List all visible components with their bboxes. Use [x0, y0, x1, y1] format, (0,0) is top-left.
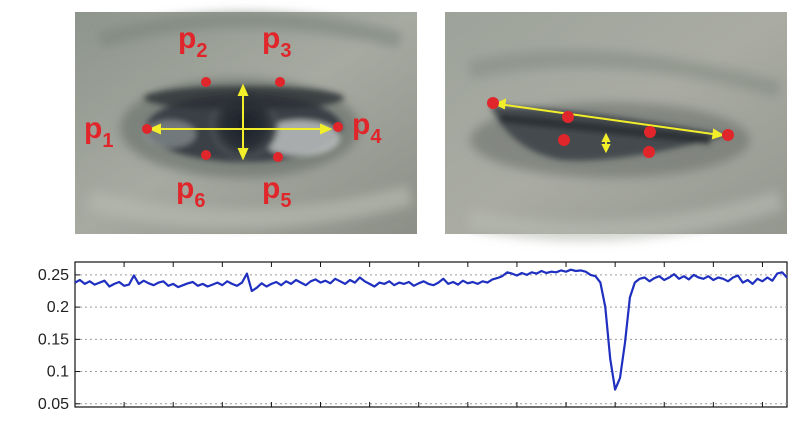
open-eye-landmarks: [142, 77, 343, 162]
landmark-p3: [275, 77, 285, 87]
y-tick-label: 0.05: [38, 396, 69, 413]
landmark-p4: [333, 122, 343, 132]
open-eye-yellow-arrows: [148, 83, 333, 161]
y-tick-label: 0.1: [47, 364, 69, 381]
label-p6: p6: [176, 172, 205, 212]
open-eye-panel: p1 p2 p3 p4 p5 p6: [75, 12, 417, 234]
label-p1: p1: [84, 112, 113, 152]
y-tick-label: 0.25: [38, 267, 69, 284]
ear-series-line: [74, 268, 788, 391]
landmark-p2: [201, 77, 211, 87]
ear-line-chart: 0.25 0.2 0.15 0.1 0.05: [38, 261, 788, 413]
label-p4: p4: [352, 108, 382, 148]
closed-eye-panel: [445, 12, 787, 242]
plot-frame: [74, 261, 788, 408]
y-tick-label: 0.15: [38, 331, 69, 348]
landmark-p6: [201, 150, 211, 160]
chart-y-axis: 0.25 0.2 0.15 0.1 0.05: [38, 267, 80, 413]
label-p2: p2: [178, 22, 207, 62]
landmark-p5: [273, 152, 283, 162]
label-p3: p3: [262, 22, 291, 62]
landmark-p1: [142, 124, 152, 134]
closed-eye-landmarks: [487, 97, 734, 158]
label-p5: p5: [262, 172, 291, 212]
chart-x-ticks: [123, 262, 763, 407]
chart-gridlines: [75, 274, 787, 405]
landmark-labels: p1 p2 p3 p4 p5 p6: [84, 22, 382, 212]
y-tick-label: 0.2: [47, 299, 69, 316]
closed-eye-yellow-arrows: [493, 98, 725, 154]
